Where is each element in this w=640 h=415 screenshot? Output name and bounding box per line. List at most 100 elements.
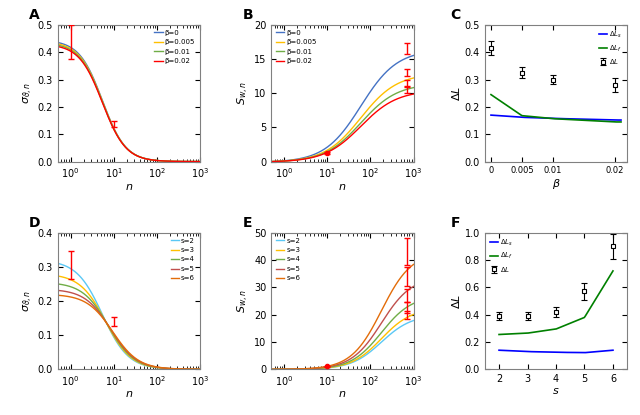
s=6 [116, 340, 124, 345]
s=3 [168, 366, 175, 371]
s=4 [381, 326, 388, 331]
β=0.02 [168, 159, 175, 164]
β=0 [365, 91, 373, 96]
s=3 [282, 367, 289, 372]
β=0 [378, 73, 386, 78]
s=5 [168, 366, 175, 371]
β=0.005 [365, 105, 373, 110]
s=2 [165, 366, 173, 371]
β=0.005 [168, 159, 175, 164]
s=4 [152, 365, 159, 370]
s=2 [378, 339, 386, 344]
s=4 [365, 344, 373, 349]
Line: s=2: s=2 [58, 263, 200, 369]
β=0.01 [111, 129, 119, 134]
Y-axis label: $\Delta L$: $\Delta L$ [450, 293, 462, 309]
Y-axis label: $\Delta L$: $\Delta L$ [450, 85, 462, 101]
$\Delta L_s$ [495, 113, 502, 118]
β=0.02 [378, 105, 386, 110]
Line: s=3: s=3 [58, 276, 200, 369]
s=2 [268, 367, 275, 372]
β=0.01 [410, 85, 417, 90]
$\Delta L_s$ [611, 117, 619, 122]
s=2 [282, 367, 289, 372]
$\Delta L_s$ [500, 348, 508, 353]
β=0.01 [282, 159, 289, 164]
s=5 [152, 364, 159, 369]
Text: C: C [451, 8, 461, 22]
$\Delta L_s$ [516, 349, 524, 354]
Line: s=3: s=3 [271, 315, 413, 369]
s=3 [410, 312, 417, 317]
s=2 [152, 365, 159, 370]
β=0.005 [282, 159, 289, 164]
β=0.01 [365, 112, 373, 117]
s=4 [378, 329, 386, 334]
s=2 [68, 267, 76, 272]
X-axis label: $n$: $n$ [125, 389, 133, 399]
$\Delta L_f$ [611, 120, 618, 124]
s=3 [111, 336, 119, 341]
Line: β=0.01: β=0.01 [58, 45, 200, 161]
β=0 [168, 159, 175, 164]
s=2 [325, 365, 333, 370]
s=6 [282, 367, 289, 372]
β=0.005 [410, 76, 417, 81]
s=4 [410, 301, 417, 306]
β=0.005 [165, 159, 173, 164]
s=5 [116, 341, 124, 346]
Line: $\Delta L_s$: $\Delta L_s$ [499, 350, 613, 353]
β=0.005 [378, 92, 386, 97]
Line: β=0.005: β=0.005 [58, 44, 200, 161]
$\Delta L_s$ [609, 348, 617, 353]
s=3 [365, 348, 373, 353]
Line: s=6: s=6 [58, 295, 200, 369]
Line: β=0.02: β=0.02 [271, 94, 413, 161]
s=2 [381, 337, 388, 342]
$\Delta L_f$ [606, 119, 614, 124]
Legend: β=0, β=0.005, β=0.01, β=0.02: β=0, β=0.005, β=0.01, β=0.02 [275, 28, 318, 66]
β=0.01 [152, 158, 159, 163]
s=4 [111, 334, 119, 339]
$\Delta L_s$ [511, 114, 519, 119]
β=0.02 [165, 159, 173, 164]
Line: $\Delta L_f$: $\Delta L_f$ [499, 271, 613, 334]
β=0 [381, 71, 388, 76]
β=0.005 [68, 47, 76, 52]
s=3 [165, 366, 173, 371]
X-axis label: $n$: $n$ [339, 182, 346, 192]
s=5 [68, 290, 76, 295]
s=6 [325, 364, 333, 369]
Line: s=4: s=4 [58, 284, 200, 369]
β=0.02 [381, 103, 388, 108]
β=0 [116, 137, 124, 142]
β=0 [111, 129, 119, 134]
s=5 [325, 364, 333, 369]
β=0 [196, 159, 204, 164]
Y-axis label: $S_{w,n}$: $S_{w,n}$ [236, 81, 251, 105]
β=0 [268, 159, 275, 164]
Y-axis label: $\sigma_{\vartheta,n}$: $\sigma_{\vartheta,n}$ [22, 82, 35, 104]
s=5 [111, 334, 119, 339]
β=0.005 [54, 42, 61, 46]
s=3 [325, 365, 333, 370]
Line: β=0: β=0 [58, 42, 200, 161]
Line: β=0: β=0 [271, 56, 413, 161]
β=0.005 [116, 138, 124, 143]
s=6 [381, 302, 388, 307]
Line: $\Delta L_s$: $\Delta L_s$ [491, 115, 621, 120]
β=0.02 [196, 159, 204, 164]
β=0 [410, 53, 417, 58]
s=2 [111, 337, 119, 342]
s=4 [282, 367, 289, 372]
s=2 [54, 261, 61, 266]
$\Delta L_f$ [525, 330, 533, 335]
β=0 [152, 158, 159, 163]
$\Delta L_f$ [502, 332, 509, 337]
β=0.005 [268, 159, 275, 164]
β=0.005 [111, 129, 119, 134]
β=0.01 [330, 145, 338, 150]
Legend: s=2, s=3, s=4, s=5, s=6: s=2, s=3, s=4, s=5, s=6 [275, 236, 302, 283]
β=0.01 [378, 100, 386, 105]
Text: B: B [243, 8, 253, 22]
